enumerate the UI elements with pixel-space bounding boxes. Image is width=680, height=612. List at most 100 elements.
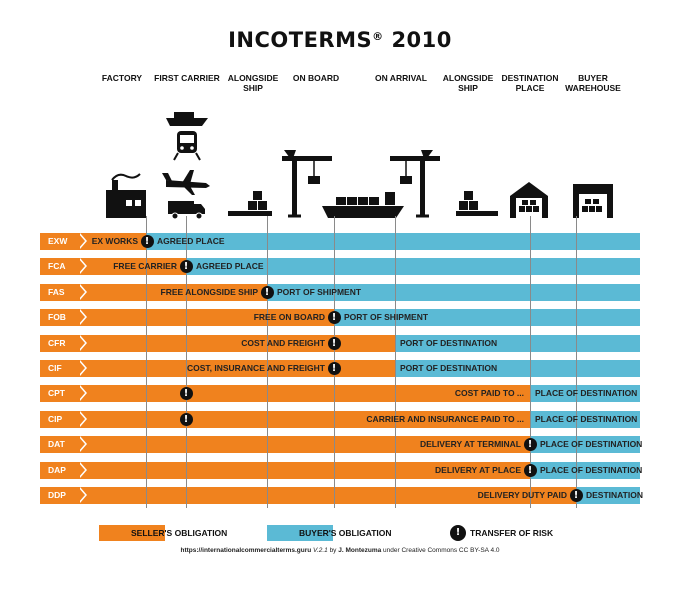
incoterm-code: DAT [40, 436, 86, 454]
seller-obligation-bar [86, 436, 530, 454]
buyer-term-label: AGREED PLACE [196, 261, 264, 272]
buyer-obligation-bar [186, 258, 640, 276]
incoterm-code: CIP [40, 410, 86, 428]
buyer-term-label: PLACE OF DESTINATION [535, 413, 638, 424]
chevron-arrow [78, 309, 85, 326]
transfer-of-risk-icon: ! [140, 235, 154, 248]
buyer-obligation-bar [530, 461, 640, 479]
title-text: INCOTERMS [228, 28, 373, 52]
buyer-term-label: PORT OF SHIPMENT [277, 286, 362, 297]
logistics-illustration [106, 112, 613, 220]
buyer-term-label: PLACE OF DESTINATION [540, 439, 643, 450]
buyer-obligation-bar [576, 487, 640, 504]
seller-term-label: CARRIER AND INSURANCE PAID TO ... [366, 413, 524, 424]
seller-term-label: FREE ON BOARD [253, 312, 325, 323]
incoterm-row-cpt: CPT COST PAID TO ... PLACE OF DESTINATION! [40, 385, 640, 403]
seller-term-label: COST AND FREIGHT [241, 337, 325, 348]
crane-icon [282, 150, 332, 218]
seller-term-label: DELIVERY AT PLACE [435, 464, 521, 475]
chevron-arrow [78, 334, 85, 351]
transfer-of-risk-icon: ! [179, 412, 193, 426]
buyer-obligation-bar [267, 283, 640, 301]
chevron-arrow [78, 258, 85, 275]
buyer-term-label: PORT OF DESTINATION [400, 363, 498, 373]
incoterm-row-cif: CIF COST, INSURANCE AND FREIGHT PORT OF DE… [40, 360, 640, 377]
seller-obligation-bar [86, 487, 576, 504]
incoterm-code: CIF [40, 360, 86, 377]
credit-url: https://internationalcommercialterms.gur… [180, 547, 312, 554]
chevron-arrow [78, 283, 85, 300]
seller-term-label: FREE CARRIER [113, 261, 177, 272]
warehouse-icon [510, 182, 548, 218]
stage-divider [267, 216, 268, 508]
incoterm-code: CPT [40, 385, 86, 403]
incoterm-row-dap: DAP DELIVERY AT PLACE PLACE OF DESTINATION… [40, 461, 643, 479]
buyer-obligation-bar [530, 410, 640, 428]
stage-divider [576, 216, 577, 508]
chevron-arrow [78, 487, 85, 503]
seller-obligation-bar [86, 283, 267, 301]
transfer-of-risk-icon: ! [179, 260, 193, 274]
seller-term-label: COST PAID TO ... [454, 388, 524, 399]
title-year: 2010 [391, 28, 452, 52]
ship-small-icon [166, 112, 208, 126]
seller-obligation-bar [86, 233, 146, 250]
stage-header: BUYER WAREHOUSE [565, 73, 621, 93]
credit-license: under Creative Commons CC BY-SA 4.0 [383, 547, 500, 554]
seller-obligation-bar [86, 258, 186, 276]
seller-obligation-bar [86, 461, 530, 479]
stage-divider [530, 216, 531, 508]
transfer-of-risk-icon: ! [523, 438, 537, 452]
transfer-of-risk-icon: ! [179, 387, 193, 401]
stage-header: FACTORY [101, 73, 143, 83]
transfer-of-risk-icon: ! [569, 489, 583, 502]
seller-term-label: EX WORKS [91, 236, 138, 246]
seller-obligation-bar [86, 334, 395, 352]
legend-buyer-label: BUYER'S OBLIGATION [299, 528, 392, 538]
legend-buyer-swatch [267, 525, 333, 541]
stage-header: DESTINATION PLACE [501, 73, 559, 93]
stage-header: ON ARRIVAL [375, 73, 427, 83]
transfer-of-risk-icon: ! [327, 362, 341, 375]
seller-term-label: COST, INSURANCE AND FREIGHT [186, 363, 325, 373]
buyer-term-label: DESTINATION [586, 490, 643, 500]
legend-risk-label: TRANSFER OF RISK [470, 528, 554, 538]
chevron-arrow [78, 436, 85, 453]
incoterm-code: CFR [40, 334, 86, 352]
credit-version: V.2.1 [313, 547, 328, 554]
incoterm-row-fob: FOB FREE ON BOARD PORT OF SHIPMENT! [40, 309, 640, 327]
plane-icon [162, 170, 210, 195]
buyer-term-label: AGREED PLACE [157, 236, 225, 246]
credit-author: J. Montezuma [338, 547, 382, 554]
seller-term-label: DELIVERY DUTY PAID [477, 490, 567, 500]
buyer-term-label: PLACE OF DESTINATION [535, 388, 638, 399]
dock-boxes-icon-arrival [456, 191, 498, 216]
credit-by: by [329, 547, 337, 554]
incoterm-row-dat: DAT DELIVERY AT TERMINAL PLACE OF DESTINAT… [40, 436, 643, 454]
buyer-term-label: PLACE OF DESTINATION [540, 464, 643, 475]
seller-term-label: FREE ALONGSIDE SHIP [160, 286, 258, 297]
stage-divider [186, 216, 187, 508]
stage-divider [146, 216, 147, 508]
buyer-obligation-bar [146, 233, 640, 250]
legend-seller-swatch [99, 525, 165, 541]
transfer-of-risk-icon: ! [260, 285, 274, 299]
legend-risk-icon: ! [450, 525, 466, 541]
incoterm-code: DDP [40, 487, 86, 504]
chevron-arrow [78, 410, 85, 427]
buyer-obligation-bar [334, 309, 640, 327]
seller-term-label: DELIVERY AT TERMINAL [419, 439, 521, 450]
transfer-of-risk-icon: ! [327, 336, 341, 350]
stage-header: ALONGSIDE SHIP [442, 73, 494, 93]
buyer-obligation-bar [395, 360, 640, 377]
registered-mark: ® [372, 30, 384, 43]
stage-divider [395, 216, 396, 508]
buyer-obligation-bar [530, 385, 640, 403]
buyer-term-label: PORT OF DESTINATION [400, 337, 498, 348]
crane-icon-arrival [390, 150, 440, 218]
incoterm-row-fca: FCA FREE CARRIER AGREED PLACE! [40, 258, 640, 276]
incoterm-code: DAP [40, 461, 86, 479]
train-icon [173, 131, 201, 161]
incoterm-code: EXW [40, 233, 86, 250]
credit-line: https://internationalcommercialterms.gur… [0, 547, 680, 554]
